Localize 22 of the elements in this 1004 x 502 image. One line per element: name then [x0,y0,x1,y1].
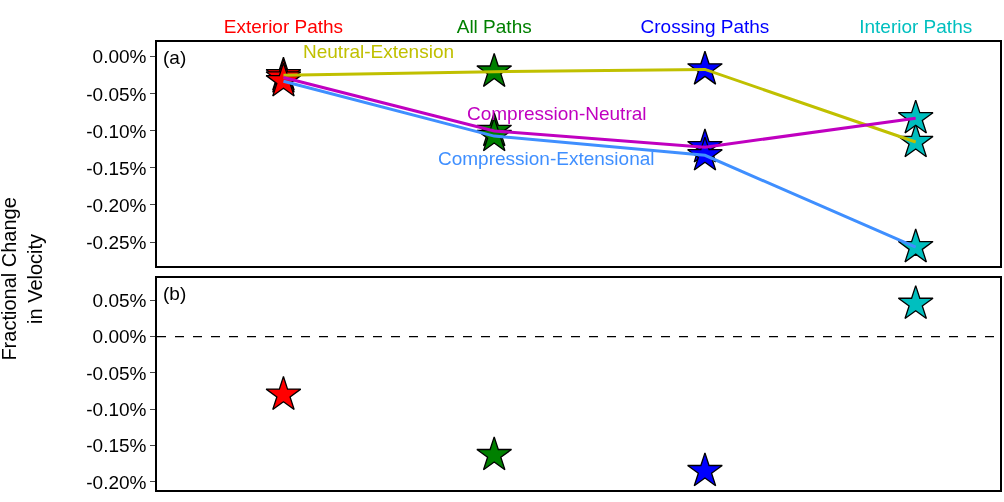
annotation: (b) [163,283,187,304]
y-tick-label: -0.10% [86,398,147,420]
y-tick-label: -0.15% [86,157,147,179]
x-tick-label: Crossing Paths [640,15,770,37]
y-tick-label: 0.00% [92,326,147,348]
series-label: Compression-Neutral [467,103,647,124]
y-tick-label: -0.05% [86,362,147,384]
y-axis-title: Fractional Change in Velocity [0,197,46,361]
x-tick-label: Interior Paths [859,15,973,37]
y-tick-label: -0.20% [86,194,147,216]
y-tick-label: -0.15% [86,435,147,457]
x-tick-label: Exterior Paths [223,15,344,37]
y-tick-label: 0.05% [92,289,147,311]
annotation: (a) [163,47,187,68]
series-label: Neutral-Extension [303,41,455,62]
x-tick-label: All Paths [456,15,532,37]
y-tick-label: -0.10% [86,120,147,142]
y-tick-label: 0.00% [92,46,147,68]
y-tick-label: -0.05% [86,83,147,105]
y-tick-label: -0.20% [86,471,147,493]
series-label: Compression-Extensional [438,148,655,169]
y-tick-label: -0.25% [86,231,147,253]
